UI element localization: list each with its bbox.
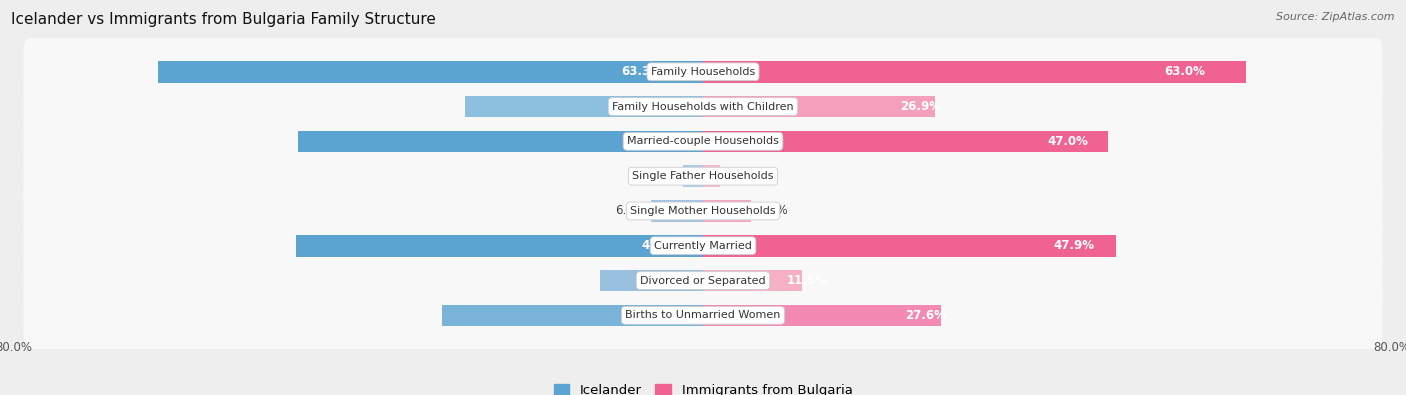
Bar [599,270,703,292]
Text: 2.0%: 2.0% [727,169,756,182]
Text: 27.6%: 27.6% [905,309,946,322]
FancyBboxPatch shape [24,38,1382,105]
Bar [465,96,703,117]
Text: Divorced or Separated: Divorced or Separated [640,276,766,286]
Text: 11.5%: 11.5% [787,274,828,287]
Bar [683,166,703,187]
Text: Source: ZipAtlas.com: Source: ZipAtlas.com [1277,12,1395,22]
Bar [703,200,751,222]
Bar [157,61,703,83]
FancyBboxPatch shape [24,73,1382,140]
Bar [703,235,1115,256]
Text: 6.0%: 6.0% [614,205,644,218]
Text: Single Father Households: Single Father Households [633,171,773,181]
Text: 63.0%: 63.0% [1164,65,1205,78]
Bar [298,131,703,152]
Text: Currently Married: Currently Married [654,241,752,251]
Text: Births to Unmarried Women: Births to Unmarried Women [626,310,780,320]
Bar [703,270,801,292]
Text: 47.0%: 47.0% [1047,135,1088,148]
Text: 12.0%: 12.0% [688,274,728,287]
Bar [295,235,703,256]
Text: 2.3%: 2.3% [647,169,676,182]
Bar [703,305,941,326]
Text: Single Mother Households: Single Mother Households [630,206,776,216]
Text: 5.6%: 5.6% [758,205,787,218]
FancyBboxPatch shape [24,247,1382,314]
Text: Family Households: Family Households [651,67,755,77]
FancyBboxPatch shape [24,108,1382,175]
FancyBboxPatch shape [24,213,1382,279]
Bar [703,166,720,187]
Bar [651,200,703,222]
Text: Married-couple Households: Married-couple Households [627,136,779,147]
Bar [703,96,935,117]
Legend: Icelander, Immigrants from Bulgaria: Icelander, Immigrants from Bulgaria [554,384,852,395]
Text: 27.6%: 27.6% [668,100,709,113]
Text: Icelander vs Immigrants from Bulgaria Family Structure: Icelander vs Immigrants from Bulgaria Fa… [11,12,436,27]
Text: Family Households with Children: Family Households with Children [612,102,794,111]
Bar [703,61,1246,83]
Text: 63.3%: 63.3% [621,65,662,78]
Bar [441,305,703,326]
Text: 47.0%: 47.0% [643,135,683,148]
Text: 47.3%: 47.3% [643,239,683,252]
FancyBboxPatch shape [24,282,1382,349]
Bar [703,131,1108,152]
Text: 26.9%: 26.9% [900,100,941,113]
Text: 30.3%: 30.3% [664,309,704,322]
FancyBboxPatch shape [24,177,1382,245]
FancyBboxPatch shape [24,143,1382,210]
Text: 47.9%: 47.9% [1053,239,1095,252]
